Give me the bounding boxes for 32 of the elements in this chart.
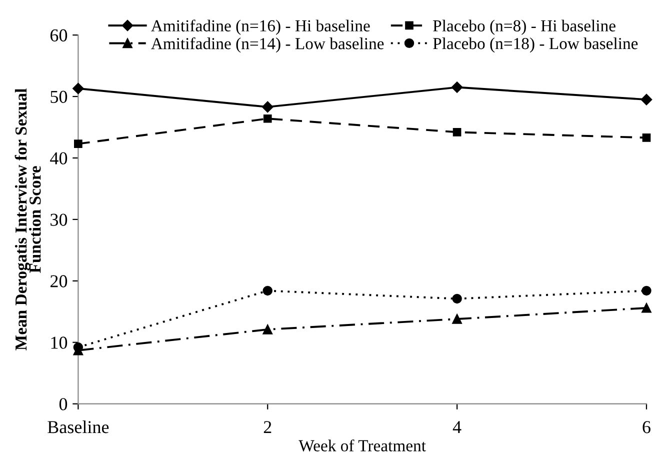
legend-label: Amitifadine (n=16) - Hi baseline xyxy=(151,20,370,35)
point xyxy=(262,101,274,113)
y-tick-label: 30 xyxy=(50,214,68,226)
x-tick-label: 4 xyxy=(452,421,462,434)
point xyxy=(263,114,272,123)
point xyxy=(262,324,272,334)
legend-label: Placebo (n=18) - Low baseline xyxy=(433,37,638,53)
x-axis-title: Week of Treatment xyxy=(298,439,426,452)
point xyxy=(451,82,463,93)
x-tick-label: 2 xyxy=(264,421,272,434)
point xyxy=(642,134,651,142)
legend-label: Amitifadine (n=14) - Low baseline xyxy=(151,37,384,53)
point xyxy=(452,294,462,304)
y-tick-label: 50 xyxy=(50,90,68,103)
point xyxy=(72,82,84,94)
y-tick-label: 20 xyxy=(50,275,68,288)
point xyxy=(642,286,652,296)
y-tick-label: 40 xyxy=(50,152,68,164)
x-tick-label: 6 xyxy=(642,421,650,434)
y-tick-label: 10 xyxy=(51,336,68,349)
x-tick-label: Baseline xyxy=(48,420,109,434)
point xyxy=(74,140,82,148)
y-tick-label: 60 xyxy=(50,29,68,42)
y-axis-title: Mean Derogatis Interview for Sexual Function Score xyxy=(14,88,41,350)
point xyxy=(640,94,652,106)
point xyxy=(452,128,462,136)
legend-label: Placebo (n=8) - Hi baseline xyxy=(433,20,616,35)
point xyxy=(452,314,462,324)
point xyxy=(73,342,84,352)
point xyxy=(262,286,272,296)
y-tick-label: 0 xyxy=(59,398,68,410)
point xyxy=(642,303,652,313)
